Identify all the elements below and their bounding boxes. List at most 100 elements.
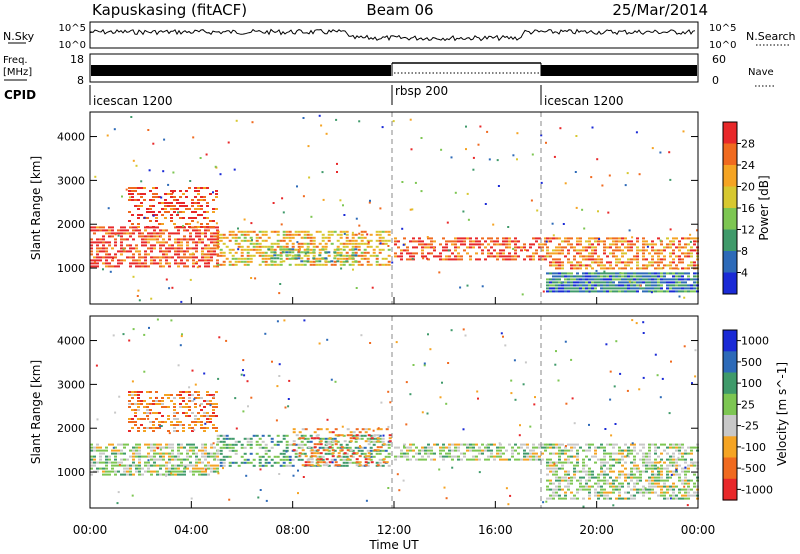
heat-cell [463,240,466,243]
heat-cell [544,449,547,452]
heat-cell [144,229,147,232]
heat-cell [177,232,180,235]
heat-cell [624,287,627,290]
heat-cell [496,455,499,458]
heat-cell [657,264,660,267]
heat-speckle [686,504,689,507]
heat-cell [120,244,123,247]
heat-cell [660,284,663,287]
heat-speckle [677,267,680,270]
heat-cell [264,257,268,260]
heat-cell [348,458,352,461]
heat-cell [90,259,93,262]
heat-cell [194,424,197,426]
heat-cell [144,464,147,467]
heat-cell [111,449,114,452]
heat-cell [603,458,606,461]
heat-cell [212,427,215,429]
heat-cell [549,494,552,497]
heat-cell [387,455,391,458]
heat-cell [585,290,588,293]
heat-cell [567,479,570,482]
heat-cell [264,230,268,233]
heat-cell [684,491,687,494]
heat-cell [472,240,475,243]
heat-speckle [545,500,548,503]
heat-cell [378,440,382,443]
heat-cell [149,421,152,423]
heat-cell [93,226,96,229]
heat-cell [457,252,460,255]
heat-cell [615,290,618,293]
heat-cell [579,476,582,479]
heat-cell [144,265,147,268]
heat-cell [693,287,696,290]
heat-cell [693,281,696,284]
heat-cell [111,467,114,470]
heat-cell [594,258,597,261]
heat-speckle [163,138,166,141]
heat-cell [168,467,171,470]
heat-cell [660,275,663,278]
heat-cell [189,449,192,452]
heat-cell [309,446,313,449]
heat-cell [406,249,409,252]
heat-cell [585,275,588,278]
heat-cell [321,437,325,440]
heat-cell [330,230,334,233]
heat-cell [576,284,579,287]
heat-speckle [207,262,210,265]
heat-cell [564,449,567,452]
heat-cell [194,187,197,189]
heat-cell [213,235,216,238]
heat-cell [594,455,597,458]
heat-cell [258,263,262,266]
heat-cell [538,246,541,249]
heat-cell [558,278,561,281]
heat-cell [561,287,564,290]
heat-cell [171,452,174,455]
heat-cell [424,449,427,452]
heat-speckle [233,168,236,171]
heat-speckle [205,468,207,471]
heat-cell [303,242,307,245]
heat-cell [427,446,430,449]
heat-cell [249,260,253,263]
heat-cell [588,275,591,278]
heat-cell [249,236,253,239]
heat-cell [490,452,493,455]
heat-cell [384,449,388,452]
heat-cell [177,253,180,256]
heat-cell [171,443,174,446]
heat-speckle [196,266,199,269]
heat-speckle [125,188,128,191]
heat-cell [615,458,618,461]
heat-speckle [571,397,574,400]
heat-cell [496,452,499,455]
heat-cell [276,254,280,257]
heat-cell [588,467,591,470]
heat-cell [144,226,147,229]
heat-cell [285,251,289,254]
heat-speckle [310,215,313,218]
heat-cell [162,473,165,476]
heat-cell [555,443,558,446]
heat-cell [490,443,493,446]
heat-cell [555,467,558,470]
heat-cell [126,464,129,467]
heat-cell [421,243,424,246]
heat-cell [337,464,341,467]
heat-cell [615,461,618,464]
heat-cell [240,257,244,260]
heat-cell [636,255,639,258]
heat-cell [615,443,618,446]
heat-cell [669,240,672,243]
heat-cell [210,452,213,455]
heat-cell [135,259,138,262]
heat-cell [663,497,666,500]
heat-cell [654,485,657,488]
heat-cell [457,240,460,243]
heat-cell [285,446,289,449]
heat-speckle [420,137,423,139]
heat-cell [167,211,170,213]
